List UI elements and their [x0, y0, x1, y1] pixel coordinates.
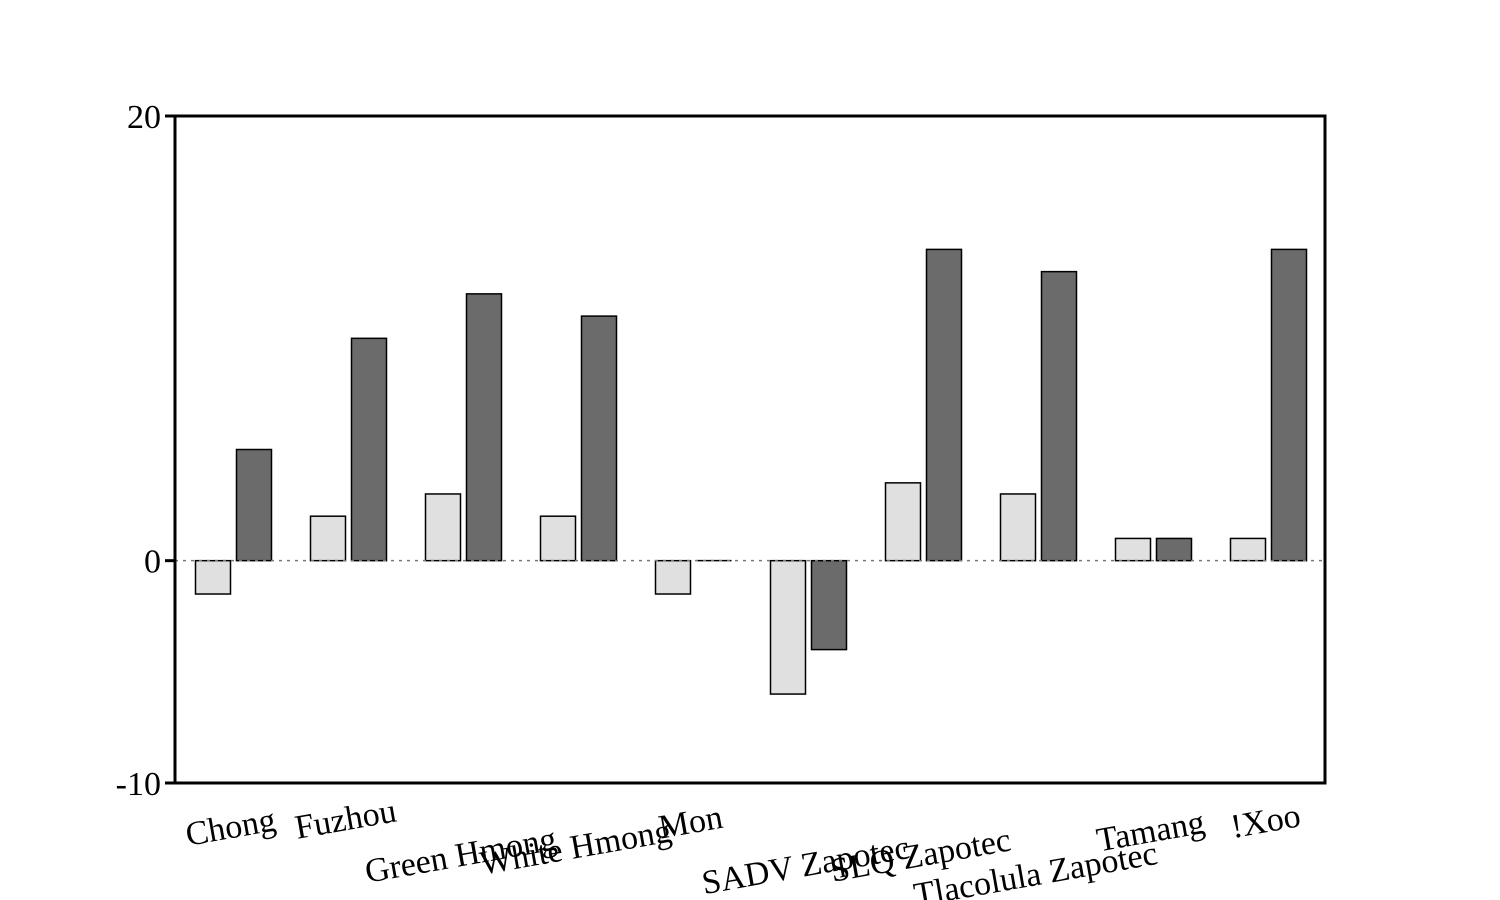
bar-series-1: [309, 515, 347, 562]
plot-frame: [173, 114, 1327, 785]
x-category-label: !Xoo: [1228, 797, 1303, 846]
bar-series-2: [925, 248, 963, 562]
bar-series-1: [884, 482, 922, 562]
bar-series-2: [810, 559, 848, 651]
bar-series-1: [194, 559, 232, 595]
x-category-label: Chong: [183, 802, 279, 854]
bar-series-1: [1229, 537, 1267, 562]
y-tick-label: 20: [127, 99, 161, 136]
bar-series-2: [465, 293, 503, 562]
bar-series-1: [999, 493, 1037, 562]
bar-series-1: [539, 515, 577, 562]
y-tick-label: 0: [144, 544, 161, 581]
bar-series-1: [1114, 537, 1152, 562]
y-axis-ticks: -10 0 20: [116, 99, 175, 803]
x-category-label: White Hmong: [477, 813, 674, 883]
bar-series-2: [1040, 270, 1078, 562]
bars-layer: [194, 248, 1308, 695]
x-category-label: Mon: [656, 799, 726, 847]
y-tick-label: -10: [116, 766, 161, 803]
bar-series-1: [654, 559, 692, 595]
bar-series-1: [424, 493, 462, 562]
bar-series-2: [235, 448, 273, 562]
bar-series-1: [769, 559, 807, 695]
bar-series-2: [1270, 248, 1308, 562]
bar-series-2: [350, 337, 388, 562]
bar-series-2: [1155, 537, 1193, 562]
x-category-label: Fuzhou: [292, 793, 399, 847]
bar-series-2: [580, 315, 618, 562]
